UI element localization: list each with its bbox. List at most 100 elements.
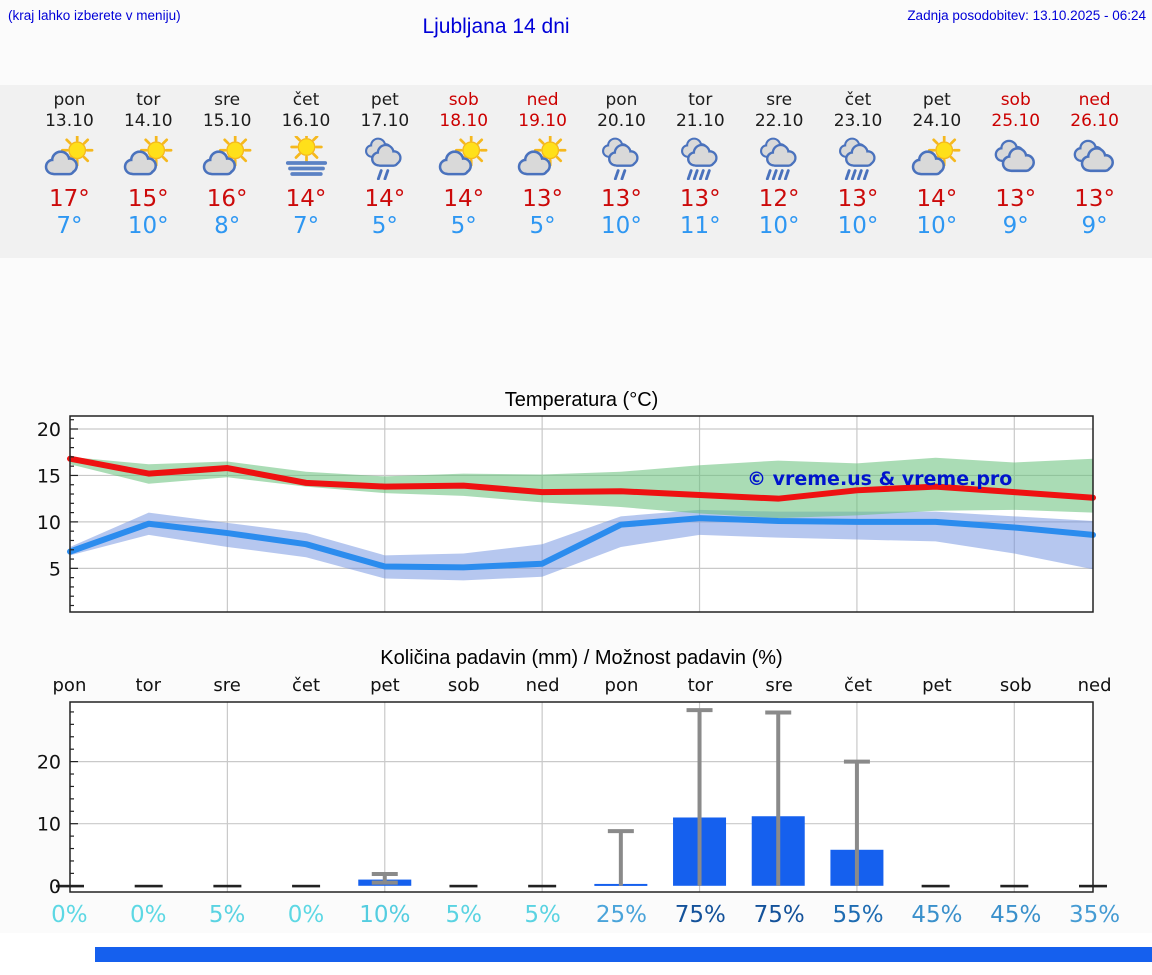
precip-day-label: tor	[687, 675, 714, 696]
temperature-chart: © vreme.us & vreme.pro 5 10 15 20	[37, 415, 1096, 613]
svg-text:10: 10	[37, 814, 61, 836]
day-name: tor	[136, 90, 161, 110]
day-date: 21.10	[675, 111, 725, 132]
precip-whisker	[843, 759, 870, 886]
max-temp: 17°	[49, 185, 90, 212]
day-icon-wrap	[595, 135, 648, 182]
day-name: čet	[292, 90, 320, 110]
day-name: čet	[844, 90, 872, 110]
min-temp: 9°	[1081, 213, 1108, 240]
temperature-chart-title: Temperatura (°C)	[504, 389, 659, 411]
weather-icon-partly-cloudy	[202, 136, 252, 176]
forecast-day: pet 24.10 14° 10°	[897, 85, 976, 258]
precip-day-label: pet	[922, 675, 952, 696]
day-icon-wrap	[280, 135, 333, 182]
forecast-strip-days: pon 13.10 17° 7° tor 14.10 15° 10° sre 15.10 16° 8°…	[30, 85, 1134, 258]
precip-zero-tick	[134, 884, 163, 888]
precip-whisker	[371, 871, 398, 885]
day-name: sob	[1000, 90, 1031, 110]
day-icon-wrap	[832, 135, 885, 182]
footer-bar	[95, 947, 1152, 962]
forecast-day: ned 19.10 13° 5°	[503, 85, 582, 258]
day-date: 19.10	[518, 111, 567, 132]
precip-day-label: ned	[525, 675, 560, 696]
weather-icon-rain	[680, 137, 718, 181]
day-icon-wrap	[358, 135, 411, 182]
max-temp: 15°	[127, 185, 169, 212]
max-temp: 13°	[837, 185, 879, 212]
min-temp: 10°	[758, 213, 800, 240]
min-temp: 11°	[679, 213, 721, 240]
precip-day-labels: pon tor sre čet pet sob ned pon tor sre čet pet sob n…	[30, 675, 1134, 696]
day-name: ned	[1078, 90, 1111, 110]
watermark: © vreme.us & vreme.pro	[747, 468, 1012, 490]
min-temp: 8°	[214, 213, 241, 240]
weather-icon-partly-cloudy	[123, 136, 173, 176]
weather-icon-partly-cloudy	[912, 136, 961, 176]
day-date: 13.10	[45, 111, 94, 132]
min-temp: 10°	[837, 213, 879, 240]
pop-value: 0%	[130, 902, 167, 928]
precip-day-label: pon	[52, 675, 87, 696]
precip-zero-tick	[528, 884, 557, 888]
day-date: 25.10	[991, 111, 1041, 132]
precipitation-chart: 0 10 20	[37, 701, 1107, 898]
max-temp: 14°	[285, 185, 327, 212]
forecast-day: ned 26.10 13° 9°	[1055, 85, 1134, 258]
max-temp: 16°	[206, 185, 248, 212]
pop-value: 35%	[1069, 902, 1121, 928]
svg-text:5: 5	[49, 558, 61, 580]
menu-hint: (kraj lahko izberete v meniju)	[8, 8, 181, 23]
day-icon-wrap	[910, 135, 963, 182]
day-date: 14.10	[123, 111, 173, 132]
max-temp: 14°	[364, 185, 406, 212]
pop-value: 5%	[524, 902, 561, 928]
day-name: ned	[526, 90, 559, 110]
precip-day-label: sre	[765, 675, 793, 696]
last-updated: Zadnja posodobitev: 13.10.2025 - 06:24	[907, 8, 1146, 23]
max-temp: 13°	[679, 185, 721, 212]
min-temp: 5°	[529, 213, 556, 240]
svg-text:10: 10	[37, 512, 61, 534]
min-temp: 10°	[916, 213, 958, 240]
min-temp: 7°	[292, 213, 320, 240]
forecast-day: pon 13.10 17° 7°	[30, 85, 109, 258]
forecast-day: pon 20.10 13° 10°	[582, 85, 661, 258]
max-temp: 14°	[443, 185, 485, 212]
forecast-day: čet 23.10 13° 10°	[819, 85, 898, 258]
precip-zero-tick	[449, 884, 478, 888]
weather-icon-partly-cloudy	[438, 136, 488, 176]
max-temp-band	[70, 456, 1093, 519]
day-icon-wrap	[122, 135, 175, 182]
day-icon-wrap	[43, 135, 96, 182]
day-icon-wrap	[437, 135, 490, 182]
day-name: sob	[448, 90, 479, 110]
day-name: tor	[688, 90, 713, 110]
precip-day-label: pon	[604, 675, 639, 696]
day-name: pon	[53, 90, 86, 110]
pop-value: 25%	[595, 902, 647, 928]
min-temp: 10°	[127, 213, 169, 240]
precip-day-label: sob	[999, 675, 1032, 696]
precip-whisker	[607, 829, 634, 886]
svg-text:20: 20	[37, 752, 61, 774]
day-icon-wrap	[516, 135, 569, 182]
precip-whisker	[686, 708, 713, 886]
precip-day-label: pet	[370, 675, 400, 696]
forecast-day: čet 16.10 14° 7°	[267, 85, 346, 258]
min-temp: 10°	[601, 213, 642, 240]
day-date: 23.10	[833, 111, 883, 132]
page-title: Ljubljana 14 dni	[422, 15, 570, 38]
precip-day-label: čet	[844, 675, 873, 696]
max-temp: 13°	[995, 185, 1037, 212]
weather-icon-fog	[285, 136, 327, 177]
weather-icon-partly-cloudy	[517, 136, 567, 176]
day-icon-wrap	[674, 135, 727, 182]
weather-icon-cloudy	[1073, 140, 1115, 173]
precip-zero-tick	[292, 884, 321, 888]
pop-value: 0%	[51, 902, 88, 928]
day-date: 26.10	[1070, 111, 1119, 132]
forecast-day: tor 21.10 13° 11°	[661, 85, 740, 258]
forecast-day: pet 17.10 14° 5°	[345, 85, 424, 258]
svg-text:0: 0	[49, 876, 61, 898]
